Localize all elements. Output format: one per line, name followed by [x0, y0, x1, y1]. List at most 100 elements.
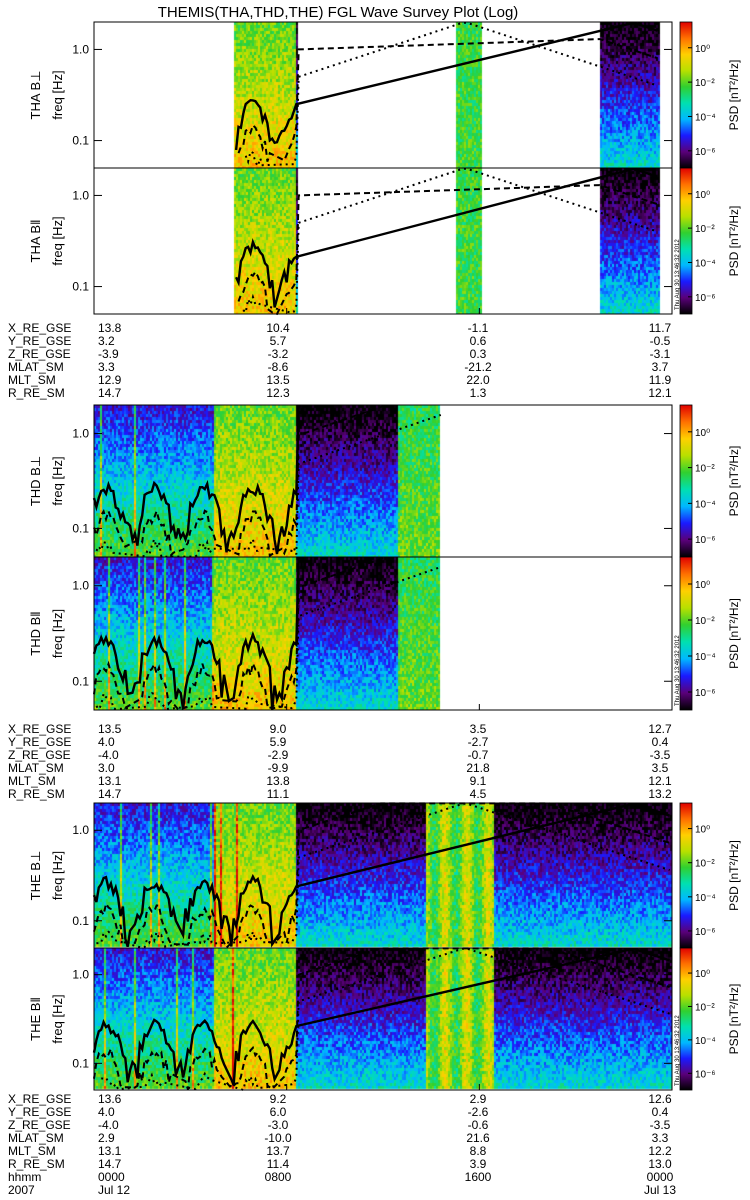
frequency-curve	[101, 947, 670, 1092]
colorbar-tick-label: 10⁰	[695, 190, 710, 201]
colorbar-tick-label: 10⁻²	[695, 464, 715, 475]
ephemeris-label: MLT_SM	[8, 774, 56, 788]
probe-the: 0.1 1.0 THE B⊥ freq [Hz] 10⁰ 10⁻² 10⁻⁴ 10⁻⁶ PSD …	[8, 802, 741, 1171]
panel-ylabel-freq: freq [Hz]	[50, 994, 65, 1043]
ephemeris-value: 11.9	[649, 373, 672, 387]
frequency-curve	[93, 802, 670, 950]
panel-frame	[93, 556, 673, 711]
ephemeris-value: -2.7	[468, 735, 489, 749]
panel-ylabel-freq: freq [Hz]	[50, 216, 65, 265]
ephemeris-value: 13.6	[98, 1092, 122, 1106]
spectrogram-panel: 0.1 1.0 THE B⊥ freq [Hz] 10⁰ 10⁻² 10⁻⁴ 10⁻⁶ PSD …	[28, 802, 741, 950]
ephemeris-label: Y_RE_GSE	[8, 735, 71, 749]
frequency-curve	[234, 21, 658, 151]
colorbar-tick-label: 10⁰	[695, 580, 710, 591]
ephemeris-value: 12.1	[648, 774, 672, 788]
panel-ylabel: THE B‖	[28, 997, 43, 1041]
probe-thd: 0.1 1.0 THD B⊥ freq [Hz] 10⁰ 10⁻² 10⁻⁴ 10⁻⁶ PSD …	[8, 404, 741, 801]
colorbar-label: PSD [nT²/Hz]	[727, 446, 741, 517]
ephemeris-value: 12.6	[648, 1092, 672, 1106]
frequency-curve	[92, 556, 302, 711]
ephemeris-value: 12.1	[648, 386, 672, 400]
panel-ylabel: THA B‖	[28, 220, 43, 263]
panel-ylabel-freq: freq [Hz]	[50, 609, 65, 658]
ephemeris-table: X_RE_GSE 13.6 9.2 2.9 12.6 Y_RE_GSE 4.0 6.0 -2.6…	[8, 1092, 672, 1171]
ephemeris-value: 13.8	[266, 774, 290, 788]
ephemeris-value: 9.1	[470, 774, 487, 788]
ephemeris-value: 0.3	[470, 347, 487, 361]
spectrogram-panel: 0.1 1.0 THA B‖ freq [Hz] 10⁰ 10⁻² 10⁻⁴ 10⁻⁶ PSD …	[28, 167, 741, 316]
ephemeris-value: 13.1	[98, 1144, 122, 1158]
ephemeris-label: MLAT_SM	[8, 761, 64, 775]
ephemeris-value: 5.7	[270, 334, 287, 348]
colorbar-tick-label: 10⁰	[695, 44, 710, 55]
ephemeris-value: 6.0	[270, 1105, 287, 1119]
spectrogram-panel: 0.1 1.0 THD B‖ freq [Hz] 10⁰ 10⁻² 10⁻⁴ 10⁻⁶ PSD …	[28, 556, 741, 712]
y-tick-label: 0.1	[72, 914, 89, 928]
frequency-curve	[93, 947, 670, 1091]
ephemeris-label: R_RE_SM	[8, 386, 65, 400]
ephemeris-value: -4.0	[98, 1118, 119, 1132]
ephemeris-value: 13.1	[98, 774, 122, 788]
date-label: Jul 12	[98, 1183, 130, 1197]
ephemeris-value: 3.5	[652, 761, 669, 775]
ephemeris-value: 4.0	[98, 1105, 115, 1119]
y-tick-label: 0.1	[72, 134, 89, 148]
spectrogram-image	[94, 168, 672, 314]
ephemeris-value: 13.5	[98, 722, 122, 736]
ephemeris-value: -8.6	[268, 360, 289, 374]
ephemeris-value: -3.5	[650, 748, 671, 762]
colorbar	[679, 556, 693, 711]
colorbar-tick-label: 10⁻⁶	[695, 293, 716, 304]
time-label: 1600	[465, 1170, 492, 1184]
ephemeris-value: -3.1	[650, 347, 671, 361]
colorbar-tick-label: 10⁰	[695, 969, 710, 980]
colorbar-tick-label: 10⁻⁶	[695, 1069, 716, 1080]
ephemeris-value: 12.2	[648, 1144, 672, 1158]
panel-ylabel: THE B⊥	[28, 851, 43, 901]
ephemeris-value: 3.9	[470, 1157, 487, 1171]
ephemeris-value: 1.3	[470, 386, 487, 400]
ephemeris-value: 13.2	[648, 787, 672, 801]
ephemeris-value: 11.4	[267, 1157, 290, 1171]
ephemeris-value: 11.7	[649, 321, 672, 335]
timestamp-stamp: Thu Aug 30 13:46:32 2012	[675, 635, 681, 706]
ephemeris-value: -3.5	[650, 1118, 671, 1132]
ephemeris-value: 22.0	[466, 373, 490, 387]
frequency-curve	[92, 404, 302, 555]
panel-ylabel: THD B⊥	[28, 456, 43, 506]
ephemeris-value: -0.6	[468, 1118, 489, 1132]
y-tick-label: 0.1	[72, 1056, 89, 1070]
ephemeris-value: 11.1	[267, 787, 290, 801]
ephemeris-value: 12.9	[98, 373, 122, 387]
ephemeris-value: 12.3	[266, 386, 290, 400]
frequency-curve	[235, 167, 658, 308]
colorbar-label: PSD [nT²/Hz]	[727, 840, 741, 911]
ephemeris-label: X_RE_GSE	[8, 722, 71, 736]
colorbar-label: PSD [nT²/Hz]	[727, 60, 741, 131]
ephemeris-value: 13.7	[266, 1144, 290, 1158]
ephemeris-value: 2.9	[470, 1092, 487, 1106]
ephemeris-value: 14.7	[98, 386, 122, 400]
frequency-curve	[92, 802, 670, 948]
timestamp-stamp: Thu Aug 30 13:46:32 2012	[675, 239, 681, 310]
colorbar-tick-label: 10⁻²	[695, 78, 715, 89]
ephemeris-label: Z_RE_GSE	[8, 748, 71, 762]
ephemeris-value: 21.8	[466, 761, 490, 775]
panel-ylabel-freq: freq [Hz]	[50, 70, 65, 119]
y-tick-label: 0.1	[72, 674, 89, 688]
ephemeris-value: -3.9	[98, 347, 119, 361]
ephemeris-value: 14.7	[98, 787, 122, 801]
frequency-curve	[244, 21, 658, 169]
figure-title: THEMIS(THA,THD,THE) FGL Wave Survey Plot…	[158, 4, 519, 21]
ephemeris-label: Z_RE_GSE	[8, 1118, 71, 1132]
ephemeris-value: -1.1	[468, 321, 489, 335]
ephemeris-label: R_RE_SM	[8, 787, 65, 801]
ephemeris-value: 0.4	[652, 1105, 669, 1119]
colorbar	[679, 802, 693, 949]
colorbar-label: PSD [nT²/Hz]	[727, 598, 741, 669]
y-tick-label: 1.0	[72, 823, 89, 837]
colorbar-tick-label: 10⁻⁴	[695, 499, 716, 510]
colorbar-tick-label: 10⁻²	[695, 224, 715, 235]
ephemeris-value: 4.0	[98, 735, 115, 749]
